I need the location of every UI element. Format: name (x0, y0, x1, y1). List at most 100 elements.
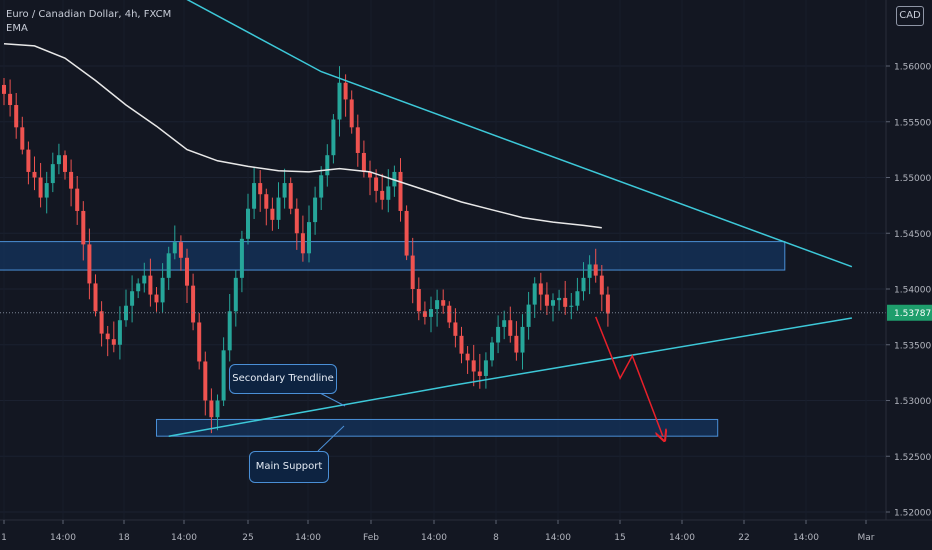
candle-body (44, 183, 49, 198)
time-tick-label: Mar (858, 533, 875, 543)
candle-body (398, 171, 403, 211)
candles (2, 66, 610, 434)
price-tick-label: 1.55500 (894, 118, 931, 128)
candle-body (349, 99, 354, 128)
candle-body (325, 155, 330, 176)
candle-body (447, 305, 452, 323)
descending-trendline[interactable] (114, 0, 853, 268)
candle-body (416, 289, 421, 312)
candle-body (532, 283, 537, 305)
candle-body (294, 208, 299, 234)
candle-body (496, 326, 501, 343)
candle-body (87, 244, 92, 284)
candle-body (477, 371, 482, 376)
candle-body (209, 400, 214, 418)
main-support-zone[interactable] (156, 418, 719, 437)
forecast-arrow[interactable] (595, 316, 663, 436)
candle-body (2, 84, 6, 94)
candle-body (343, 82, 348, 100)
candle-body (410, 255, 415, 289)
candle-body (172, 242, 177, 254)
candle-body (551, 300, 555, 306)
candle-body (288, 183, 293, 209)
candle-body (93, 283, 98, 312)
candle-body (435, 300, 440, 310)
candle-body (508, 320, 513, 336)
candle-body (38, 177, 43, 198)
candle-body (563, 297, 568, 307)
candle-body (441, 300, 446, 306)
candle-body (392, 171, 397, 187)
time-tick-label: 1 (1, 533, 7, 543)
candle-body (569, 305, 574, 307)
price-tick-label: 1.54000 (894, 286, 931, 296)
time-tick-label: 14:00 (545, 533, 571, 543)
candle-body (63, 155, 67, 172)
candle-body (221, 350, 226, 401)
candle-body (538, 283, 543, 295)
current-price-badge (887, 304, 932, 321)
secondary-trendline-callout: Secondary Trendline (229, 364, 337, 394)
candle-body (203, 361, 208, 401)
candle-body (130, 291, 135, 306)
candle-body (471, 360, 476, 372)
candle-body (105, 333, 110, 340)
resistance-zone[interactable] (0, 241, 786, 271)
candle-body (429, 309, 433, 317)
chart-legend: Euro / Canadian Dollar, 4h, FXCM EMA (6, 8, 171, 36)
time-axis[interactable] (0, 520, 932, 550)
candle-body (514, 335, 519, 353)
price-tick-label: 1.53000 (894, 397, 931, 407)
candle-body (300, 233, 305, 254)
candle-body (581, 277, 586, 292)
price-tick-label: 1.56000 (894, 63, 931, 73)
price-tick-label: 1.54500 (894, 230, 931, 240)
candle-body (166, 253, 171, 278)
time-tick-label: 14:00 (421, 533, 447, 543)
candle-body (557, 297, 562, 301)
candle-body (191, 285, 196, 323)
candle-body (587, 264, 592, 278)
time-tick-label: 14:00 (50, 533, 76, 543)
candle-body (50, 164, 55, 184)
candle-body (404, 210, 409, 256)
indicator-label: EMA (6, 23, 28, 34)
candle-body (502, 320, 507, 327)
candle-body (215, 400, 220, 418)
time-tick-label: 8 (493, 533, 499, 543)
price-tick-label: 1.53500 (894, 341, 931, 351)
time-tick-label: 14:00 (295, 533, 321, 543)
candle-body (197, 322, 202, 362)
candle-body (453, 322, 458, 336)
candle-body (459, 335, 464, 354)
candle-body (148, 275, 153, 295)
candle-body (75, 188, 80, 211)
currency-badge[interactable]: CAD (896, 6, 924, 26)
candle-body (313, 197, 318, 223)
price-tick-label: 1.52500 (894, 453, 931, 463)
candle-body (483, 360, 488, 376)
ascending-trendline[interactable] (168, 317, 853, 437)
candle-body (26, 149, 31, 172)
candle-body (258, 183, 263, 195)
candle-body (605, 294, 610, 314)
candle-body (490, 342, 494, 361)
candle-body (69, 171, 74, 189)
candle-body (270, 208, 275, 220)
candle-body (178, 242, 183, 258)
time-tick-label: 18 (118, 533, 130, 543)
candle-body (136, 283, 141, 292)
candle-body (227, 311, 232, 351)
current-price-label: 1.53787 (894, 309, 931, 319)
candle-body (154, 294, 159, 303)
ema-line (3, 42, 602, 229)
candle-body (282, 183, 287, 198)
time-tick-label: 22 (738, 533, 749, 543)
time-tick-label: 14:00 (171, 533, 197, 543)
candle-body (185, 257, 189, 286)
price-axis[interactable] (886, 0, 932, 550)
price-tick-label: 1.52000 (894, 509, 931, 519)
candle-body (111, 339, 116, 345)
